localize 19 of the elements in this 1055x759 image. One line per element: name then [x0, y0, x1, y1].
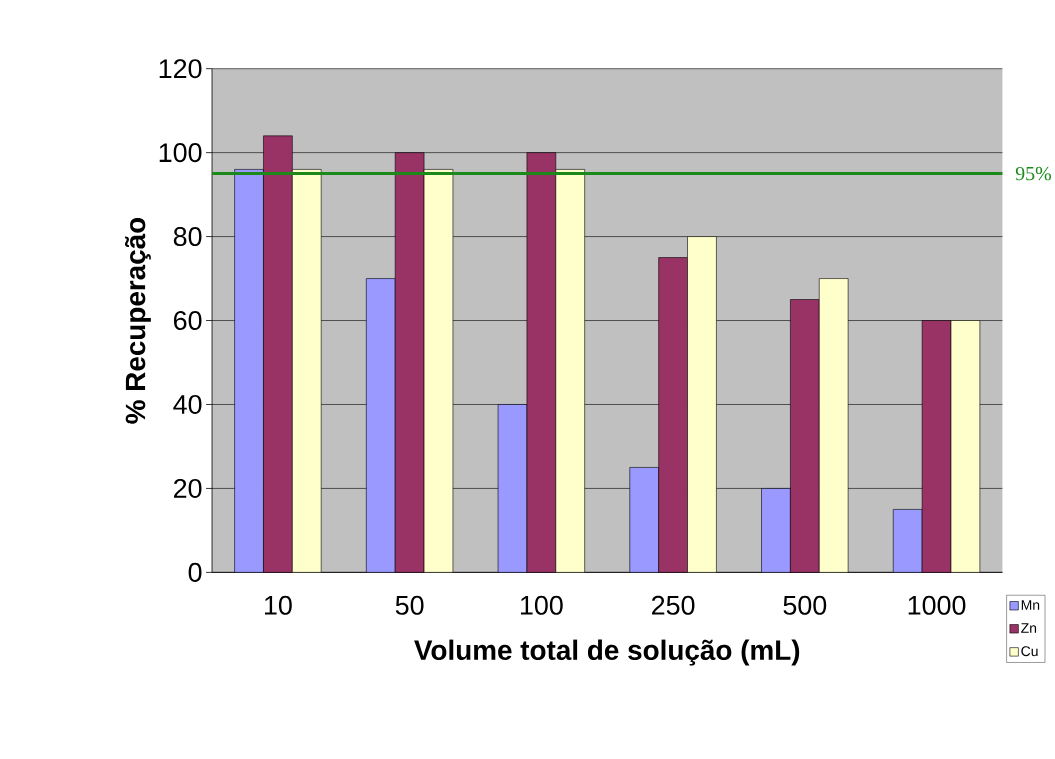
legend-label: Mn [1021, 600, 1040, 611]
legend-label: Cu [1021, 646, 1038, 657]
x-tick-label: 100 [520, 596, 563, 616]
x-tick-label: 500 [783, 596, 827, 616]
x-axis-title: Volume total de solução (mL) [414, 639, 800, 666]
x-tick-label: 50 [395, 596, 424, 616]
y-tick-label: 0 [188, 563, 202, 583]
y-tick-label: 80 [173, 227, 202, 247]
y-tick-label: 40 [173, 395, 202, 415]
x-tick-label: 10 [265, 596, 292, 616]
y-tick-label: 60 [174, 311, 202, 331]
y-axis-title: % Recuperação [125, 218, 151, 424]
y-tick-label: 20 [174, 479, 202, 499]
legend-label: Zn [1021, 623, 1037, 634]
x-tick-label: 1000 [908, 596, 966, 616]
y-tick-label: 120 [159, 59, 202, 79]
ref-line-label: 95% [1015, 167, 1052, 181]
x-tick-label: 250 [652, 596, 695, 616]
y-tick-label: 100 [159, 143, 202, 163]
